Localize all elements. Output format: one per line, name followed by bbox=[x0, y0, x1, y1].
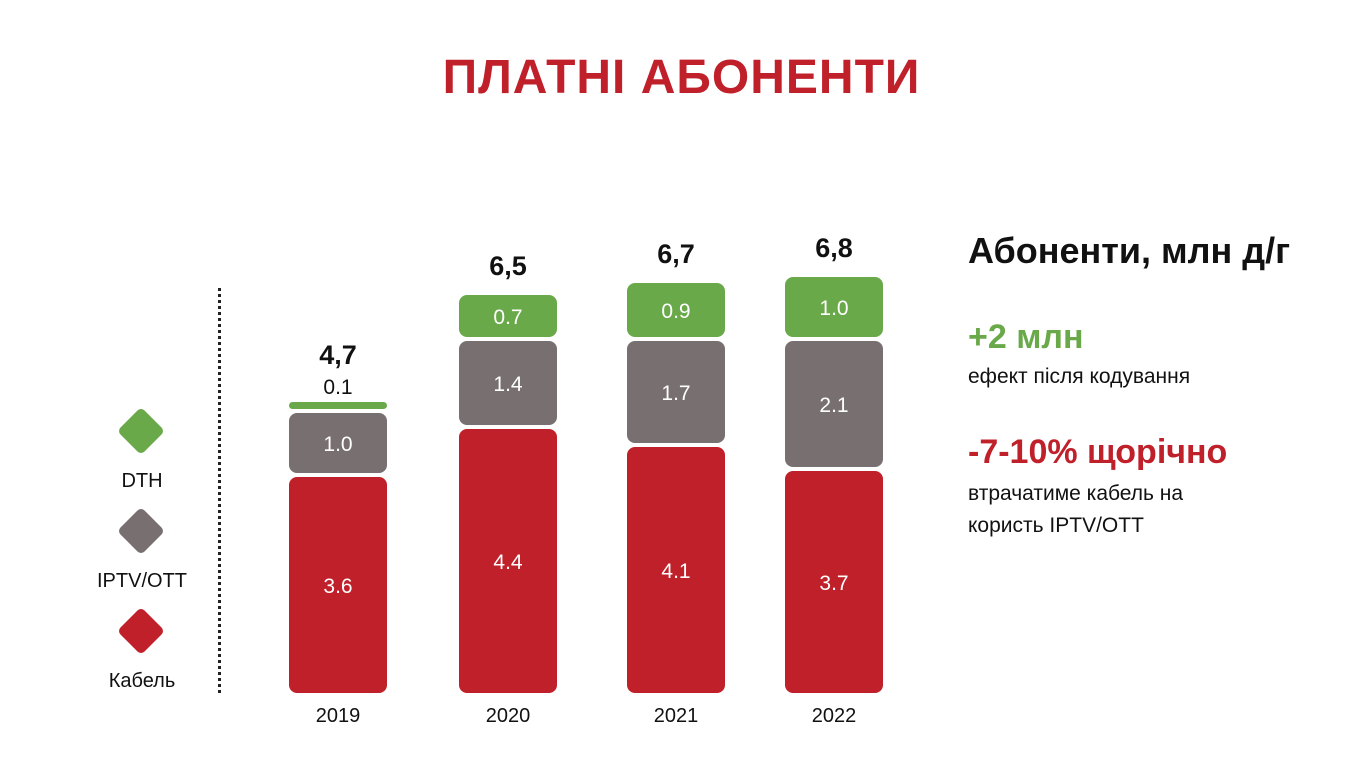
page-title: ПЛАТНІ АБОНЕНТИ bbox=[442, 51, 921, 104]
stat-growth-text: ефект після кодування bbox=[968, 365, 1191, 388]
stat-decline-text-line2: користь IPTV/OTT bbox=[968, 514, 1144, 537]
bar-iptv-ott-2021 bbox=[627, 341, 725, 443]
legend-label-dth: DTH bbox=[121, 470, 163, 492]
bar-value-label: 2.1 bbox=[819, 394, 848, 417]
bar-total-label: 6,7 bbox=[657, 239, 695, 269]
stat-decline-text-line1: втрачатиме кабель на bbox=[968, 482, 1184, 505]
x-tick-label: 2019 bbox=[316, 705, 361, 727]
bar-total-label: 4,7 bbox=[319, 340, 357, 370]
bar-iptv-ott-2019 bbox=[289, 413, 387, 473]
bar-value-label: 0.7 bbox=[493, 306, 522, 329]
bar-кабель-2021 bbox=[627, 447, 725, 693]
x-tick-label: 2020 bbox=[486, 705, 531, 727]
bar-value-label: 3.6 bbox=[323, 575, 352, 598]
legend-label-iptv: IPTV/OTT bbox=[97, 570, 187, 592]
bar-iptv-ott-2022 bbox=[785, 341, 883, 467]
bar-кабель-2020 bbox=[459, 429, 557, 693]
bar-value-label: 1.0 bbox=[323, 433, 352, 456]
bar-dth-2019 bbox=[289, 402, 387, 409]
bar-value-label: 0.1 bbox=[323, 376, 352, 399]
bar-value-label: 4.4 bbox=[493, 551, 523, 574]
x-tick-label: 2021 bbox=[654, 705, 699, 727]
bar-total-label: 6,8 bbox=[815, 233, 853, 263]
legend-item-dth: DTH bbox=[80, 406, 204, 504]
bar-value-label: 1.0 bbox=[819, 297, 848, 320]
bar-dth-2020 bbox=[459, 295, 557, 337]
bar-dth-2021 bbox=[627, 283, 725, 337]
legend-item-iptv: IPTV/OTT bbox=[80, 506, 204, 604]
legend-divider bbox=[218, 288, 221, 693]
chart-legend: DTH IPTV/OTT Кабель bbox=[80, 400, 204, 700]
bar-value-label: 1.7 bbox=[661, 382, 690, 405]
legend-item-cable: Кабель bbox=[80, 606, 204, 704]
legend-label-cable: Кабель bbox=[108, 670, 176, 692]
x-tick-label: 2022 bbox=[812, 705, 857, 727]
bar-value-label: 4.1 bbox=[661, 560, 690, 583]
bar-кабель-2022 bbox=[785, 471, 883, 693]
bar-dth-2022 bbox=[785, 277, 883, 337]
bar-total-label: 6,5 bbox=[489, 251, 527, 281]
bar-value-label: 3.7 bbox=[819, 572, 848, 595]
bar-кабель-2019 bbox=[289, 477, 387, 693]
side-heading: Абоненти, млн д/г bbox=[968, 230, 1291, 271]
bar-iptv-ott-2020 bbox=[459, 341, 557, 425]
stat-growth-value: +2 млн bbox=[968, 318, 1084, 356]
side-panel: Абоненти, млн д/г +2 млн ефект після код… bbox=[968, 230, 1358, 542]
stat-decline-value: -7-10% щорічно bbox=[968, 433, 1228, 471]
bar-value-label: 0.9 bbox=[661, 300, 690, 323]
bar-value-label: 1.4 bbox=[493, 373, 523, 396]
